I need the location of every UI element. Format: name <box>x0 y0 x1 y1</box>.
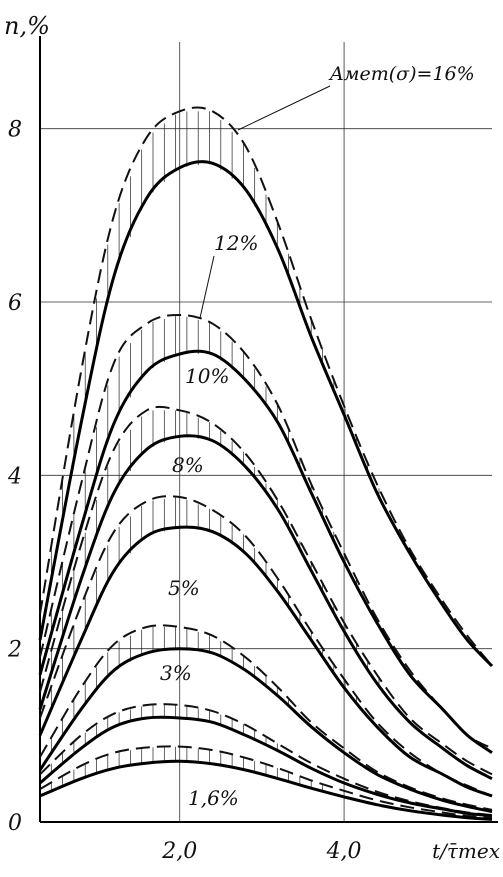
series-3-label: 8% <box>172 453 204 477</box>
series-0-leader <box>237 85 331 131</box>
y-tick-label: 8 <box>8 118 22 143</box>
y-tick-label: 0 <box>8 811 22 836</box>
grid <box>40 42 492 822</box>
x-tick-label: 2,0 <box>161 839 197 864</box>
series-1-solid-line <box>38 349 493 754</box>
y-tick-label: 4 <box>7 464 22 489</box>
x-tick-label: 4,0 <box>326 839 362 864</box>
y-tick-label: 6 <box>8 291 22 316</box>
series-4-dashed-line <box>39 624 493 811</box>
series-5-solid-line <box>39 715 493 818</box>
series-2-label: 10% <box>185 364 229 388</box>
series-1-leader <box>199 255 215 319</box>
axes <box>39 36 498 823</box>
series-6-label: 1,6% <box>188 786 239 810</box>
series-5-dashed-line <box>39 703 493 817</box>
series-6-dashed-line <box>39 745 493 819</box>
series-3-dashed-line <box>39 495 493 797</box>
y-tick-label: 2 <box>7 638 22 663</box>
series-0-label: Aмет(σ)=16% <box>328 63 475 85</box>
series-3-solid-line <box>38 525 493 798</box>
series-1-label: 12% <box>214 231 258 255</box>
series-0-solid-line <box>38 160 494 668</box>
series-6-solid-line <box>39 759 493 821</box>
series-2-dashed-line <box>39 405 493 776</box>
series-4-label: 5% <box>168 576 200 600</box>
series-5-label: 3% <box>160 661 192 685</box>
x-axis-label: t/τ̄тех <box>432 839 500 863</box>
series-4-solid-line <box>38 647 493 814</box>
curves <box>38 106 494 821</box>
series-0-dashed-line <box>39 106 493 667</box>
series-2-solid-line <box>38 434 493 781</box>
series-1-dashed-line <box>39 313 493 750</box>
y-axis-label: n,% <box>4 12 50 40</box>
labels: 0 2 4 6 8 2,0 4,0 n,% t/τ̄тех Aмет(σ)=16% 12% 10% 8%… <box>4 12 500 864</box>
